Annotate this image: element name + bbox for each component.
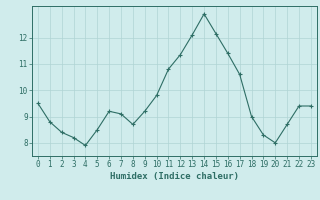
- X-axis label: Humidex (Indice chaleur): Humidex (Indice chaleur): [110, 172, 239, 181]
